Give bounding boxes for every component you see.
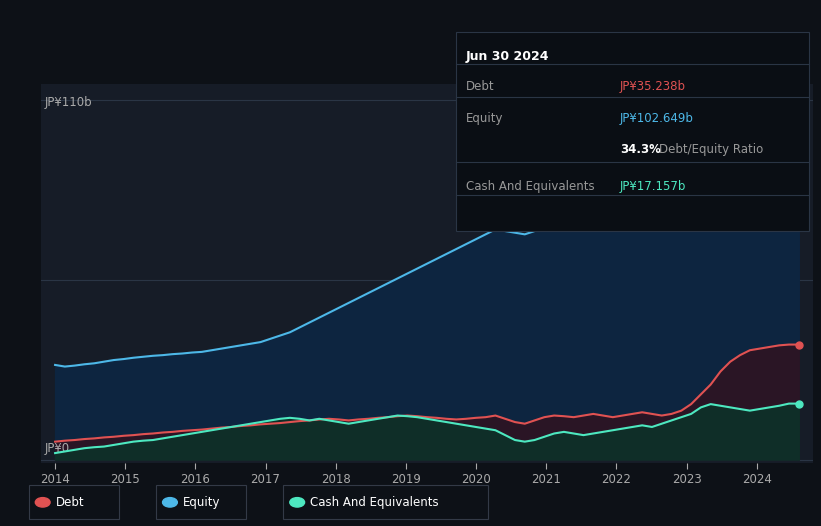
Text: Debt/Equity Ratio: Debt/Equity Ratio [659,144,764,156]
Text: Cash And Equivalents: Cash And Equivalents [466,180,594,193]
Text: JP¥0: JP¥0 [45,441,70,454]
Text: Equity: Equity [183,496,221,509]
Text: Debt: Debt [56,496,85,509]
Text: Equity: Equity [466,112,503,125]
Text: JP¥110b: JP¥110b [45,96,93,108]
Text: Cash And Equivalents: Cash And Equivalents [310,496,439,509]
Text: Debt: Debt [466,80,494,93]
Text: 34.3%: 34.3% [620,144,661,156]
Text: JP¥102.649b: JP¥102.649b [620,112,694,125]
Text: JP¥35.238b: JP¥35.238b [620,80,686,93]
Text: JP¥17.157b: JP¥17.157b [620,180,686,193]
Text: Jun 30 2024: Jun 30 2024 [466,50,549,63]
